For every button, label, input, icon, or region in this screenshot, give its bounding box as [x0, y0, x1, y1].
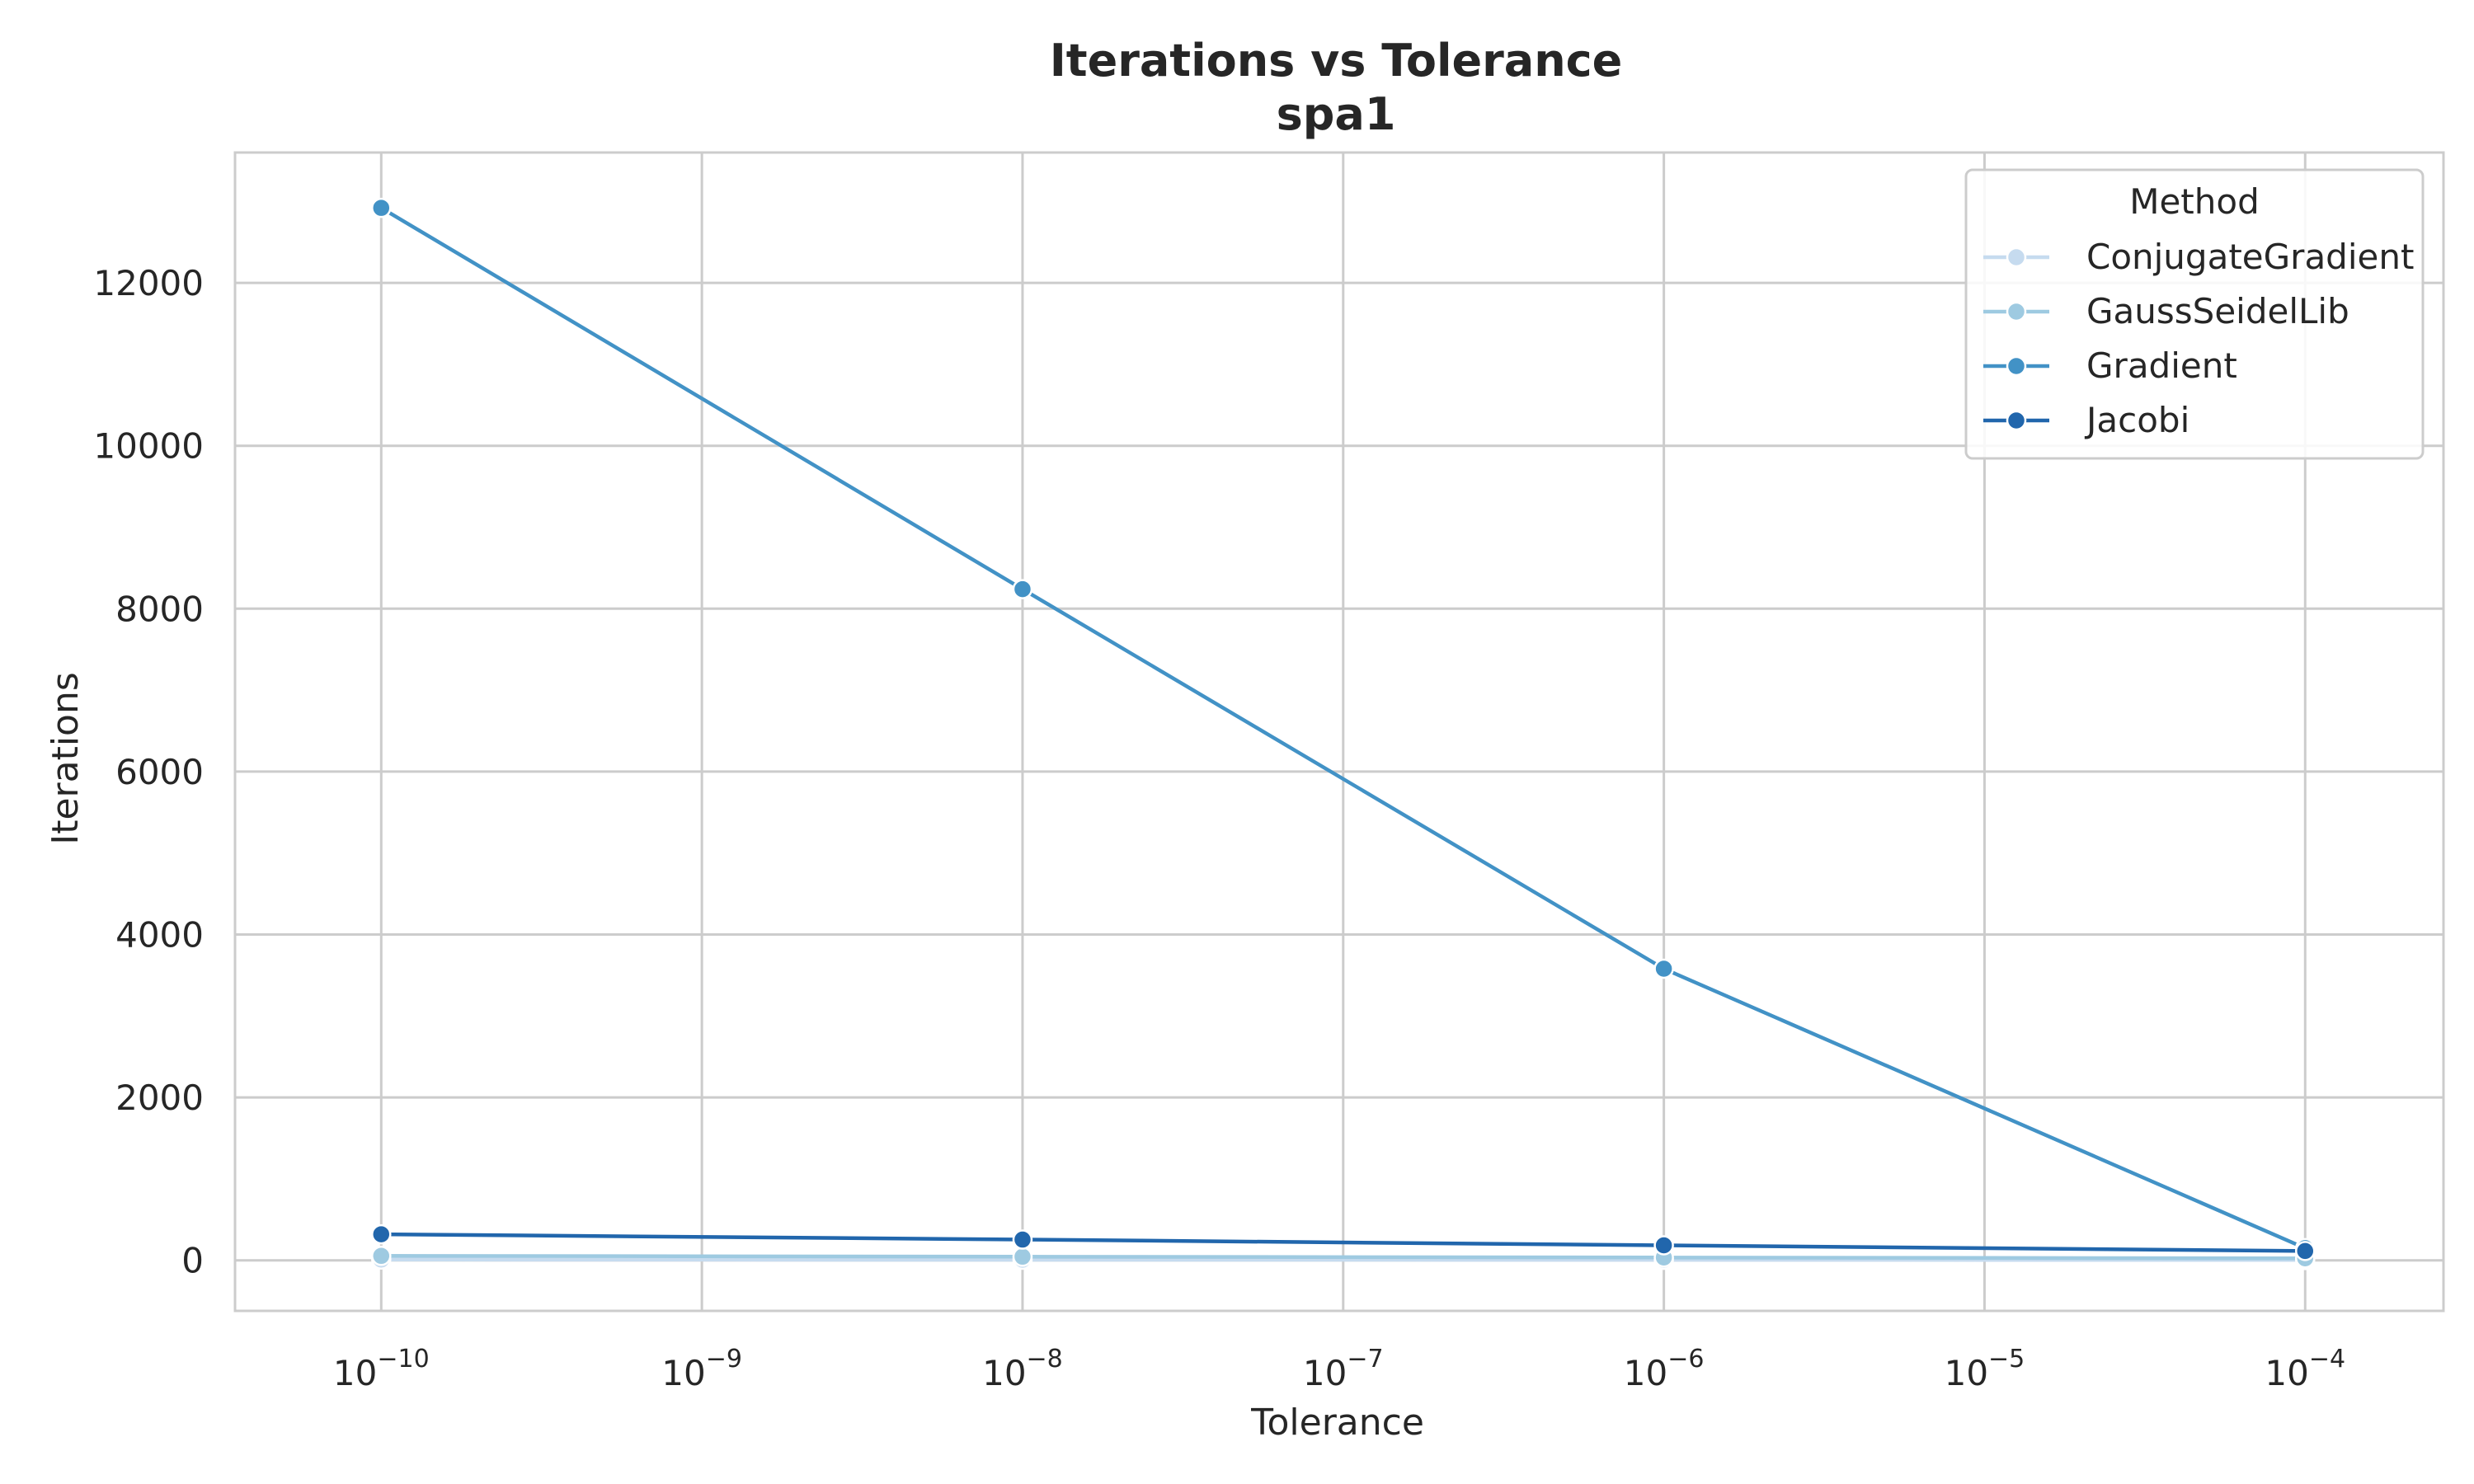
legend-marker-ConjugateGradient: [2006, 247, 2027, 268]
x-tick-label: 10−10: [333, 1345, 430, 1393]
legend-items: ConjugateGradient GaussSeidelLib Gradient J…: [1983, 237, 2414, 440]
x-tick-label: 10−9: [661, 1345, 742, 1393]
series-line-ConjugateGradient: [379, 1257, 2307, 1262]
x-tick-base: 10: [2265, 1353, 2308, 1393]
x-tick-base: 10: [982, 1353, 1026, 1393]
data-point-Gradient: [1012, 579, 1033, 599]
legend-marker-Jacobi: [2006, 410, 2027, 431]
x-tick-label: 10−8: [982, 1345, 1063, 1393]
x-tick-base: 10: [661, 1353, 705, 1393]
y-tick-label: 6000: [115, 752, 204, 792]
data-point-Gradient: [371, 197, 392, 218]
x-tick-label: 10−6: [1624, 1345, 1705, 1393]
legend-title: Method: [2129, 181, 2260, 222]
x-axis-label: Tolerance: [1250, 1402, 1424, 1444]
data-point-Gradient: [1653, 958, 1674, 979]
x-tick-base: 10: [1303, 1353, 1347, 1393]
x-tick-exponent: −6: [1667, 1345, 1704, 1374]
series-line-Jacobi: [379, 1232, 2307, 1253]
y-tick-label: 12000: [93, 263, 204, 303]
x-tick-exponent: −9: [706, 1345, 742, 1374]
y-tick-label: 2000: [115, 1078, 204, 1118]
x-tick-base: 10: [333, 1353, 377, 1393]
legend: Method ConjugateGradient GaussSeidelLib Gr…: [1964, 168, 2425, 460]
data-point-Jacobi: [1653, 1235, 1674, 1256]
data-point-GaussSeidelLib: [1012, 1247, 1033, 1267]
legend-label: GaussSeidelLib: [2086, 291, 2349, 331]
x-tick-exponent: −5: [1988, 1345, 2025, 1374]
data-point-Jacobi: [2295, 1241, 2316, 1261]
legend-label: Gradient: [2086, 345, 2237, 386]
series-line-GaussSeidelLib: [379, 1254, 2307, 1261]
x-tick-exponent: −8: [1027, 1345, 1063, 1374]
legend-marker-Gradient: [2006, 355, 2027, 377]
chart-subtitle: spa1: [1277, 88, 1396, 140]
y-axis-ticks: 0 2000 4000 6000 8000 10000 12000: [93, 263, 204, 1281]
x-tick-exponent: −10: [377, 1345, 429, 1374]
legend-box: [1964, 168, 2425, 460]
data-point-Jacobi: [371, 1223, 392, 1245]
legend-label: Jacobi: [2084, 400, 2189, 440]
chart-title: Iterations vs Tolerance: [1050, 35, 1623, 87]
x-axis-ticks: 10−10 10−9 10−8 10−7 10−6 10−5 10−4: [333, 1345, 2345, 1393]
y-axis-label: Iterations: [45, 672, 87, 845]
series-layer: [371, 197, 2316, 1270]
data-point-Jacobi: [1012, 1229, 1033, 1250]
data-point-GaussSeidelLib: [371, 1246, 392, 1266]
x-tick-exponent: −7: [1347, 1345, 1383, 1374]
x-tick-label: 10−5: [1945, 1345, 2025, 1393]
x-tick-label: 10−7: [1303, 1345, 1384, 1393]
legend-marker-GaussSeidelLib: [2006, 301, 2027, 322]
y-tick-label: 10000: [93, 426, 204, 467]
plot-frame: [233, 151, 2445, 1313]
y-tick-label: 8000: [115, 589, 204, 629]
x-tick-label: 10−4: [2265, 1345, 2345, 1393]
x-tick-base: 10: [1945, 1353, 1988, 1393]
x-tick-exponent: −4: [2309, 1345, 2345, 1374]
y-tick-label: 0: [181, 1241, 204, 1281]
legend-label: ConjugateGradient: [2086, 237, 2414, 277]
y-tick-label: 4000: [115, 915, 204, 956]
series-line-Gradient: [379, 205, 2307, 1251]
x-tick-base: 10: [1624, 1353, 1667, 1393]
